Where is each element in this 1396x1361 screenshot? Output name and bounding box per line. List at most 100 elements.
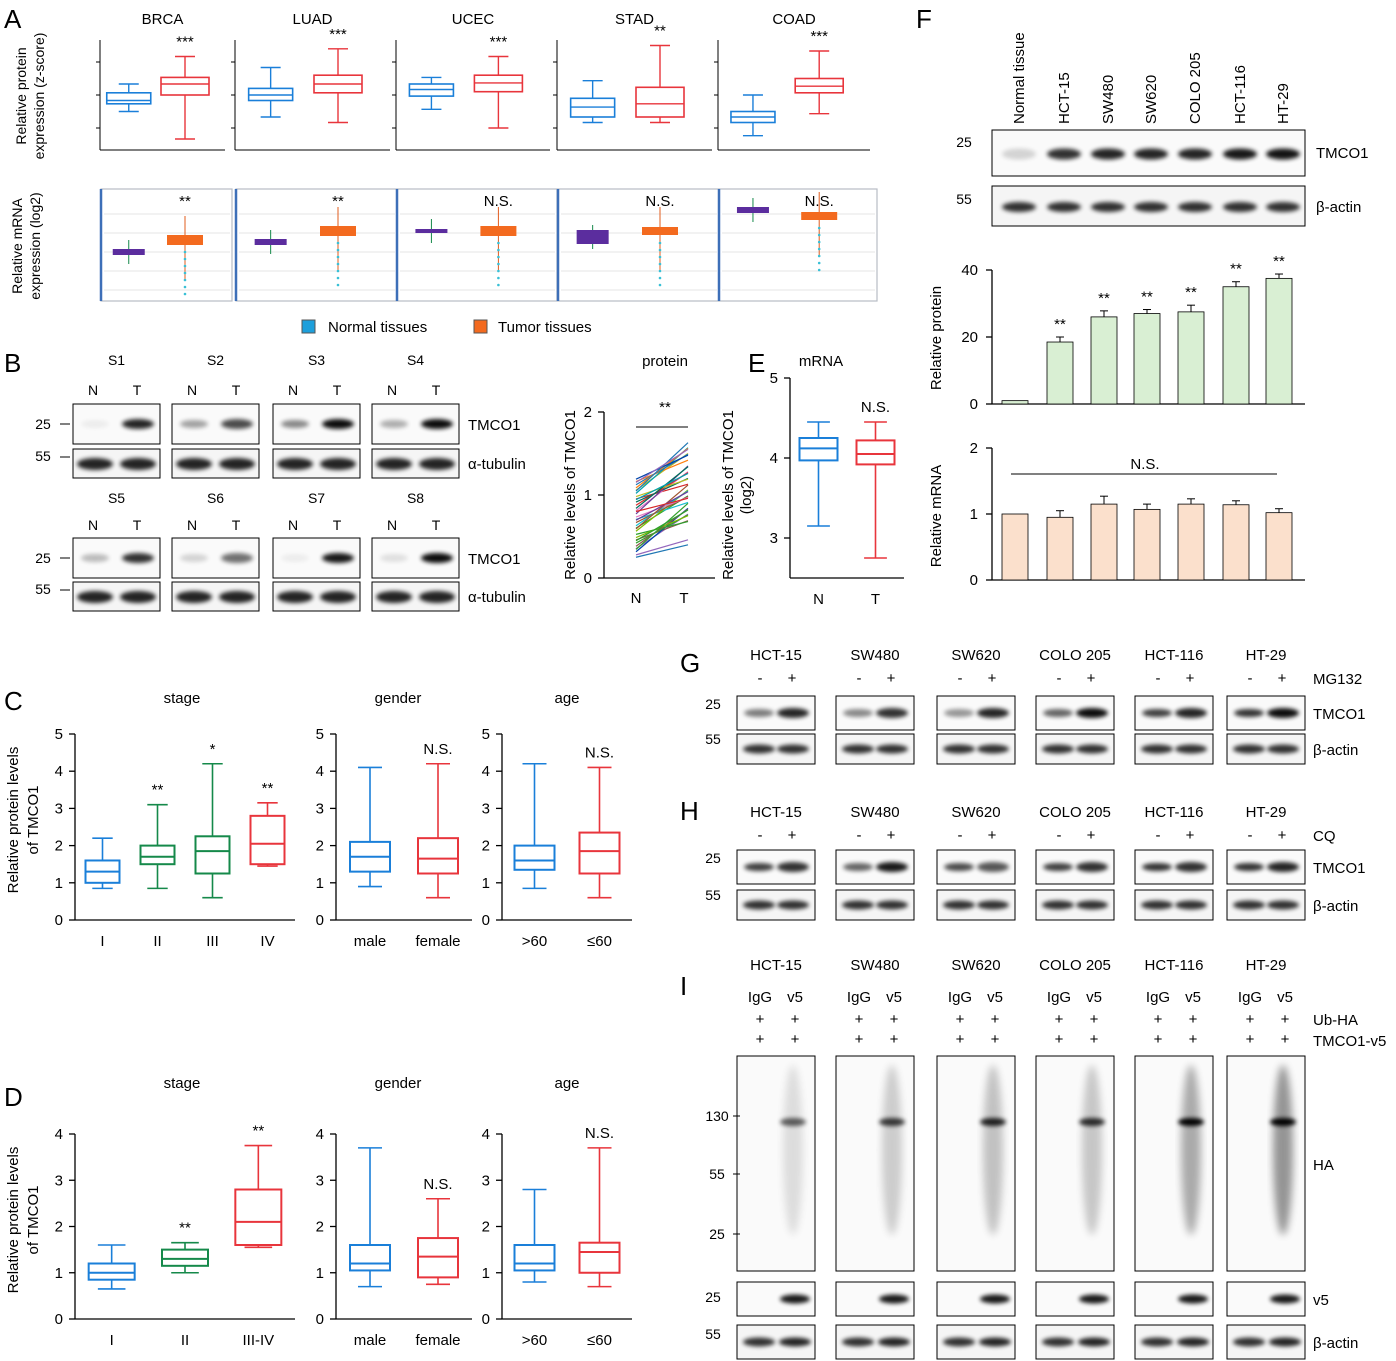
tmco1-band bbox=[281, 420, 309, 428]
series-line bbox=[635, 466, 689, 509]
ha-band bbox=[1079, 1118, 1105, 1126]
outlier-dot bbox=[336, 262, 340, 266]
treatment-plus: + bbox=[887, 827, 896, 844]
x-tick-label: ≤60 bbox=[587, 933, 612, 950]
treatment-plus: + bbox=[788, 670, 797, 687]
tmco1-band bbox=[421, 419, 453, 429]
tmco1-band bbox=[1047, 148, 1081, 160]
y-tick-label: 4 bbox=[316, 763, 324, 780]
box bbox=[513, 1244, 556, 1272]
legend-label: Normal tissues bbox=[328, 319, 427, 336]
tmco1-band bbox=[977, 862, 1009, 872]
x-tick-label: N bbox=[813, 591, 824, 608]
sample-label: S4 bbox=[407, 352, 424, 368]
cancer-title: BRCA bbox=[142, 11, 184, 28]
y-tick-label: 5 bbox=[55, 726, 63, 743]
plus-sign: + bbox=[1189, 1031, 1198, 1048]
treatment-minus: - bbox=[1057, 670, 1062, 687]
loading-band bbox=[1175, 900, 1207, 910]
series-line bbox=[635, 544, 689, 558]
treatment-plus: + bbox=[1278, 670, 1287, 687]
tmco1-band bbox=[281, 554, 309, 562]
lane-label: N bbox=[187, 382, 197, 398]
plus-sign: + bbox=[1055, 1031, 1064, 1048]
significance: N.S. bbox=[423, 1176, 452, 1193]
tmco1-band bbox=[1076, 708, 1108, 718]
bar bbox=[1133, 313, 1161, 405]
cell-line-label: HCT-116 bbox=[1145, 957, 1204, 974]
loading-band bbox=[1141, 900, 1173, 910]
significance: N.S. bbox=[805, 193, 834, 210]
significance: N.S. bbox=[861, 399, 890, 416]
loading-band bbox=[777, 744, 809, 754]
y-axis-label: Relative protein bbox=[928, 286, 945, 390]
loading-band bbox=[77, 458, 113, 470]
panel-letter-I: I bbox=[680, 971, 687, 1001]
treatment-minus: - bbox=[1057, 827, 1062, 844]
mw-marker: 25 bbox=[705, 1289, 721, 1305]
tmco1-band bbox=[944, 709, 974, 717]
loading-band bbox=[1141, 744, 1173, 754]
y-axis-label: Relative protein levels bbox=[5, 747, 22, 894]
tmco1-band bbox=[1234, 863, 1264, 871]
y-tick-label: 2 bbox=[316, 838, 324, 855]
mrna-box-normal bbox=[415, 229, 448, 233]
loading-band bbox=[120, 458, 156, 470]
treatment-plus: + bbox=[1087, 670, 1096, 687]
series-line bbox=[635, 539, 689, 556]
outlier-dot bbox=[336, 241, 340, 245]
plus-sign: + bbox=[855, 1031, 864, 1048]
outlier-dot bbox=[183, 278, 187, 282]
y-tick-label: 20 bbox=[961, 329, 978, 346]
box bbox=[139, 844, 176, 866]
outlier-dot bbox=[658, 269, 662, 273]
significance: *** bbox=[329, 26, 347, 43]
blot-frame bbox=[1035, 1055, 1115, 1272]
lane-label: T bbox=[232, 517, 241, 533]
y-tick-label: 3 bbox=[482, 1172, 490, 1189]
tmco1-band bbox=[380, 420, 408, 428]
tmco1-band bbox=[777, 862, 809, 872]
significance: ** bbox=[179, 1220, 191, 1237]
loading-band bbox=[219, 458, 255, 470]
plus-sign: + bbox=[791, 1011, 800, 1028]
loading-band bbox=[1042, 1337, 1074, 1347]
outlier-dot bbox=[336, 248, 340, 252]
treatment-minus: - bbox=[958, 827, 963, 844]
protein-label: TMCO1 bbox=[1313, 860, 1366, 877]
loading-band bbox=[1223, 202, 1257, 212]
significance: ** bbox=[1054, 316, 1066, 333]
box bbox=[194, 835, 231, 875]
loading-band bbox=[1076, 900, 1108, 910]
series-line bbox=[635, 484, 689, 530]
lane-label: IgG bbox=[1238, 989, 1262, 1006]
outlier-dot bbox=[183, 257, 187, 261]
outlier-dot bbox=[817, 233, 821, 237]
cell-line-label: HT-29 bbox=[1246, 647, 1287, 664]
loading-band bbox=[219, 591, 255, 603]
y-tick-label: 2 bbox=[316, 1219, 324, 1236]
plus-sign: + bbox=[1281, 1031, 1290, 1048]
lane-label: v5 bbox=[1185, 989, 1201, 1006]
mw-marker: 25 bbox=[35, 550, 51, 566]
tmco1-band bbox=[1266, 148, 1300, 160]
outlier-dot bbox=[497, 283, 500, 287]
treatment-plus: + bbox=[1278, 827, 1287, 844]
loading-band bbox=[176, 591, 212, 603]
lane-label: N bbox=[288, 382, 298, 398]
x-tick-label: I bbox=[110, 1332, 114, 1349]
legend-swatch-normal bbox=[301, 319, 316, 334]
x-tick-label: male bbox=[354, 1332, 387, 1349]
loading-band bbox=[1141, 1337, 1173, 1347]
box bbox=[855, 439, 896, 466]
ha-band bbox=[879, 1118, 905, 1126]
significance: ** bbox=[1141, 289, 1153, 306]
lane-label: IgG bbox=[948, 989, 972, 1006]
outlier-dot bbox=[336, 269, 340, 273]
outlier-dot bbox=[497, 241, 500, 245]
loading-band bbox=[743, 744, 775, 754]
lane-label: v5 bbox=[987, 989, 1003, 1006]
box bbox=[635, 86, 685, 118]
y-tick-label: 0 bbox=[970, 396, 978, 413]
